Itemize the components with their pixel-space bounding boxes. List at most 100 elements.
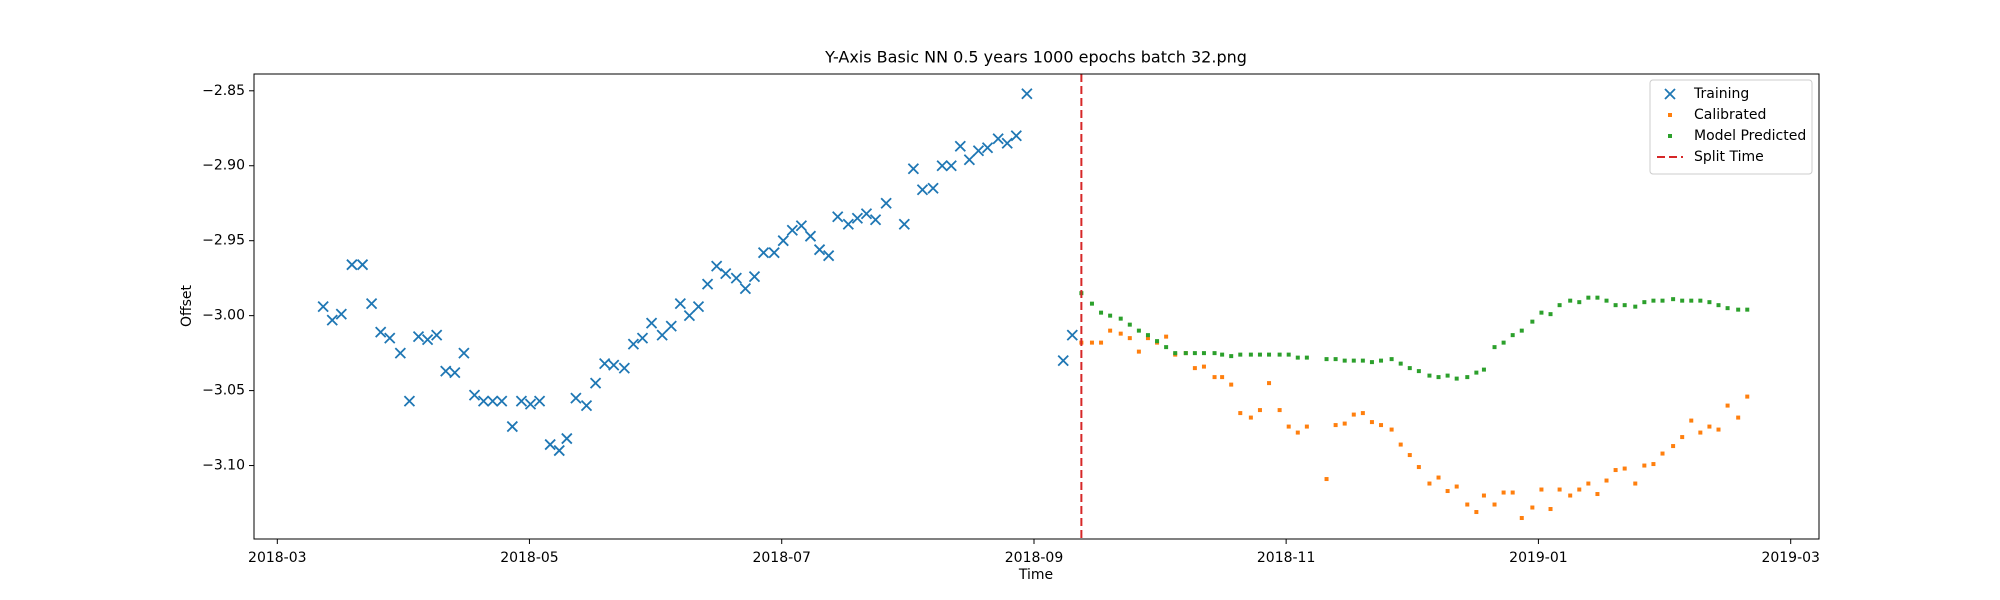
x-marker	[421, 333, 434, 346]
dot-marker	[1277, 408, 1282, 413]
dot-marker	[1267, 381, 1272, 386]
x-marker	[356, 259, 369, 271]
dot-marker	[1118, 316, 1123, 321]
dot-marker	[1539, 310, 1544, 315]
dot-marker	[1238, 352, 1243, 357]
dot-marker	[1651, 462, 1656, 467]
dot-marker	[1212, 375, 1217, 380]
y-axis-label: Offset	[179, 284, 195, 327]
dot-marker	[1295, 355, 1300, 360]
x-tick-label: 2018-11	[1257, 550, 1316, 566]
x-marker	[1001, 137, 1013, 149]
x-marker	[449, 366, 461, 379]
legend-label: Split Time	[1694, 149, 1764, 165]
x-marker	[645, 317, 658, 329]
dot-marker	[1716, 303, 1721, 308]
dot-marker	[1407, 366, 1412, 371]
dot-marker	[1557, 487, 1562, 492]
dot-marker	[1642, 300, 1647, 305]
dot-marker	[1680, 435, 1685, 440]
dot-marker	[1212, 351, 1217, 356]
dot-marker	[1183, 351, 1188, 356]
dot-marker	[1379, 423, 1384, 428]
dot-marker	[1155, 339, 1160, 344]
dot-marker	[1089, 301, 1094, 306]
dot-marker	[1725, 403, 1730, 408]
legend: Training Calibrated Model Predicted Split T…	[1649, 79, 1813, 175]
x-marker	[375, 326, 387, 338]
dot-marker	[1277, 352, 1282, 357]
dot-marker	[1220, 352, 1225, 357]
dot-marker	[1389, 357, 1394, 362]
dot-marker	[1492, 502, 1497, 507]
x-marker	[608, 359, 620, 371]
legend-label: Model Predicted	[1694, 128, 1806, 144]
dot-marker	[1427, 373, 1432, 378]
x-marker	[692, 301, 705, 313]
x-marker	[916, 184, 929, 196]
dot-marker	[1164, 334, 1169, 339]
dot-marker	[1118, 331, 1123, 336]
x-marker	[412, 330, 425, 343]
x-marker	[739, 283, 752, 295]
dot-marker	[1481, 367, 1486, 372]
dot-marker	[1333, 423, 1338, 428]
x-marker	[403, 395, 416, 407]
dot-marker	[1108, 328, 1113, 333]
x-marker	[898, 218, 910, 230]
dot-marker	[1510, 333, 1515, 338]
x-marker	[869, 214, 882, 226]
dot-marker	[1304, 355, 1309, 360]
dot-marker	[1360, 411, 1365, 416]
dot-marker	[1257, 352, 1262, 357]
dot-marker	[1689, 418, 1694, 423]
x-marker	[365, 298, 378, 310]
dot-marker	[1201, 351, 1206, 356]
x-marker	[945, 160, 957, 172]
dot-marker	[1108, 313, 1113, 318]
dot-marker	[1745, 394, 1750, 399]
legend-label: Training	[1693, 86, 1749, 102]
x-marker	[851, 212, 864, 224]
legend-box	[1649, 79, 1813, 175]
dot-marker	[1267, 352, 1272, 357]
x-marker	[963, 154, 976, 166]
dot-marker	[1698, 430, 1703, 435]
dot-marker	[1651, 298, 1656, 303]
dot-marker	[1333, 357, 1338, 362]
legend-swatch	[1668, 113, 1672, 117]
x-marker	[1066, 329, 1078, 341]
x-tick-label: 2018-03	[248, 550, 307, 566]
x-marker	[832, 211, 844, 223]
dot-marker	[1454, 484, 1459, 489]
dot-marker	[1586, 295, 1591, 300]
x-tick-label: 2019-01	[1509, 550, 1568, 566]
x-tick-label: 2018-09	[1005, 550, 1064, 566]
dot-marker	[1707, 424, 1712, 429]
dot-marker	[1519, 516, 1524, 521]
x-marker	[665, 320, 677, 332]
x-marker	[777, 235, 789, 247]
dot-marker	[1530, 319, 1535, 324]
x-marker	[636, 332, 649, 344]
x-marker	[674, 298, 686, 310]
dot-marker	[1127, 336, 1132, 341]
dot-marker	[1369, 420, 1374, 425]
dot-marker	[1604, 478, 1609, 483]
dot-marker	[1398, 361, 1403, 366]
x-marker	[711, 260, 723, 272]
dot-marker	[1164, 345, 1169, 350]
dot-marker	[1257, 408, 1262, 413]
dot-marker	[1492, 345, 1497, 350]
dot-marker	[1736, 307, 1741, 312]
x-marker	[394, 347, 406, 359]
dot-marker	[1324, 357, 1329, 362]
dot-marker	[1145, 336, 1150, 341]
x-marker	[589, 377, 602, 389]
x-marker	[720, 268, 732, 280]
dot-marker	[1501, 490, 1506, 495]
x-marker	[627, 338, 640, 350]
x-marker	[496, 395, 508, 407]
